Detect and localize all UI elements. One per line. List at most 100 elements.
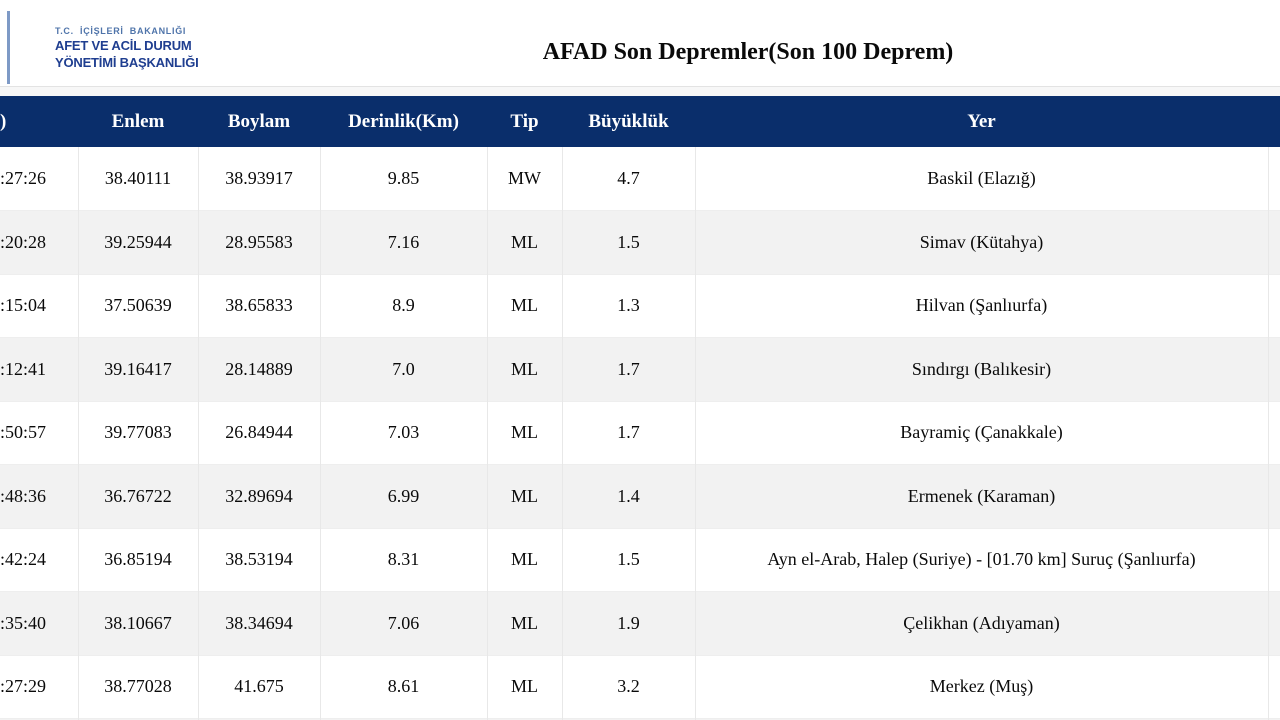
cell-tarih: :20:28 xyxy=(0,210,79,274)
cell-tip: ML xyxy=(487,210,563,274)
cell-buyukluk: 1.9 xyxy=(562,591,696,655)
cell-tarih: :48:36 xyxy=(0,464,79,528)
table-row: :42:24 36.85194 38.53194 8.31 ML 1.5 Ayn… xyxy=(0,527,1280,592)
cell-tarih: :50:57 xyxy=(0,400,79,465)
cell-extra xyxy=(1268,654,1280,719)
cell-extra xyxy=(1268,337,1280,401)
cell-extra xyxy=(1268,464,1280,528)
col-header-buyukluk: Büyüklük xyxy=(588,110,669,132)
cell-buyukluk: 3.2 xyxy=(562,654,696,719)
cell-enlem: 39.16417 xyxy=(78,337,199,401)
logo-text: T.C. İÇİŞLERİ BAKANLIĞI AFET VE ACİL DUR… xyxy=(55,11,199,84)
cell-derinlik: 7.16 xyxy=(320,210,488,274)
cell-yer: Ayn el-Arab, Halep (Suriye) - [01.70 km]… xyxy=(695,527,1269,592)
table-row: :20:28 39.25944 28.95583 7.16 ML 1.5 Sim… xyxy=(0,210,1280,274)
cell-boylam: 38.53194 xyxy=(198,527,321,592)
cell-tip: ML xyxy=(487,591,563,655)
cell-tarih: :35:40 xyxy=(0,591,79,655)
cell-buyukluk: 1.4 xyxy=(562,464,696,528)
cell-yer xyxy=(695,718,1269,720)
cell-tarih xyxy=(0,718,79,720)
cell-extra xyxy=(1268,591,1280,655)
cell-tip: ML xyxy=(487,527,563,592)
cell-derinlik: 7.03 xyxy=(320,400,488,465)
cell-boylam: 38.34694 xyxy=(198,591,321,655)
cell-extra xyxy=(1268,273,1280,338)
col-header-extra-cutoff xyxy=(1268,96,1280,147)
cell-yer: Baskil (Elazığ) xyxy=(695,147,1269,211)
cell-buyukluk: 1.5 xyxy=(562,527,696,592)
cell-derinlik: 7.0 xyxy=(320,337,488,401)
cell-derinlik: 7.06 xyxy=(320,591,488,655)
cell-yer: Simav (Kütahya) xyxy=(695,210,1269,274)
cell-enlem: 36.85194 xyxy=(78,527,199,592)
cell-extra xyxy=(1268,718,1280,720)
cell-boylam: 32.89694 xyxy=(198,464,321,528)
col-header-derinlik: Derinlik(Km) xyxy=(348,110,459,132)
logo-line-ministry: T.C. İÇİŞLERİ BAKANLIĞI xyxy=(55,26,187,36)
cell-derinlik: 9.85 xyxy=(320,147,488,211)
header-divider-strip xyxy=(0,87,1280,96)
table-row: :50:57 39.77083 26.84944 7.03 ML 1.7 Bay… xyxy=(0,400,1280,465)
cell-buyukluk: 1.7 xyxy=(562,400,696,465)
cell-yer: Bayramiç (Çanakkale) xyxy=(695,400,1269,465)
cell-buyukluk: 1.5 xyxy=(562,210,696,274)
cell-tip: ML xyxy=(487,273,563,338)
cell-extra xyxy=(1268,527,1280,592)
cell-enlem: 38.77028 xyxy=(78,654,199,719)
col-header-yer: Yer xyxy=(967,110,996,132)
cell-enlem xyxy=(78,718,199,720)
cell-derinlik: 8.31 xyxy=(320,527,488,592)
afad-logo[interactable]: T.C. İÇİŞLERİ BAKANLIĞI AFET VE ACİL DUR… xyxy=(7,11,199,84)
table-row: :27:26 38.40111 38.93917 9.85 MW 4.7 Bas… xyxy=(0,147,1280,211)
cell-tarih: :12:41 xyxy=(0,337,79,401)
cell-extra xyxy=(1268,210,1280,274)
logo-line-afet: AFET VE ACİL DURUM xyxy=(55,38,192,53)
cell-tip: ML xyxy=(487,464,563,528)
table-row: :35:40 38.10667 38.34694 7.06 ML 1.9 Çel… xyxy=(0,591,1280,655)
table-header-row: ) Enlem Boylam Derinlik(Km) Tip Büyüklük… xyxy=(0,96,1280,147)
cell-boylam: 28.14889 xyxy=(198,337,321,401)
cell-tarih: :42:24 xyxy=(0,527,79,592)
cell-enlem: 38.40111 xyxy=(78,147,199,211)
cell-yer: Merkez (Muş) xyxy=(695,654,1269,719)
cell-tip xyxy=(487,718,563,720)
cell-boylam: 38.93917 xyxy=(198,147,321,211)
cell-boylam: 28.95583 xyxy=(198,210,321,274)
table-row-partial xyxy=(0,718,1280,720)
cell-boylam: 26.84944 xyxy=(198,400,321,465)
table-row: :27:29 38.77028 41.675 8.61 ML 3.2 Merke… xyxy=(0,654,1280,719)
cell-buyukluk xyxy=(562,718,696,720)
cell-tip: ML xyxy=(487,337,563,401)
cell-enlem: 39.25944 xyxy=(78,210,199,274)
cell-yer: Hilvan (Şanlıurfa) xyxy=(695,273,1269,338)
logo-line-yonetimi: YÖNETİMİ BAŞKANLIĞI xyxy=(55,54,199,70)
cell-tip: ML xyxy=(487,400,563,465)
cell-boylam xyxy=(198,718,321,720)
cell-derinlik xyxy=(320,718,488,720)
table-row: :12:41 39.16417 28.14889 7.0 ML 1.7 Sınd… xyxy=(0,337,1280,401)
cell-buyukluk: 1.3 xyxy=(562,273,696,338)
cell-extra xyxy=(1268,147,1280,211)
cell-buyukluk: 4.7 xyxy=(562,147,696,211)
table-row: :15:04 37.50639 38.65833 8.9 ML 1.3 Hilv… xyxy=(0,273,1280,338)
cell-enlem: 38.10667 xyxy=(78,591,199,655)
cell-extra xyxy=(1268,400,1280,465)
cell-derinlik: 6.99 xyxy=(320,464,488,528)
cell-yer: Çelikhan (Adıyaman) xyxy=(695,591,1269,655)
cell-buyukluk: 1.7 xyxy=(562,337,696,401)
cell-tarih: :27:29 xyxy=(0,654,79,719)
page-header: T.C. İÇİŞLERİ BAKANLIĞI AFET VE ACİL DUR… xyxy=(0,0,1280,87)
cell-yer: Sındırgı (Balıkesir) xyxy=(695,337,1269,401)
col-header-tarih-cutoff: ) xyxy=(0,110,7,132)
col-header-enlem: Enlem xyxy=(111,110,165,132)
cell-enlem: 37.50639 xyxy=(78,273,199,338)
cell-enlem: 39.77083 xyxy=(78,400,199,465)
col-header-tip: Tip xyxy=(510,110,539,132)
table-row: :48:36 36.76722 32.89694 6.99 ML 1.4 Erm… xyxy=(0,464,1280,528)
cell-yer: Ermenek (Karaman) xyxy=(695,464,1269,528)
logo-accent-bar xyxy=(7,11,10,84)
cell-enlem: 36.76722 xyxy=(78,464,199,528)
cell-boylam: 41.675 xyxy=(198,654,321,719)
